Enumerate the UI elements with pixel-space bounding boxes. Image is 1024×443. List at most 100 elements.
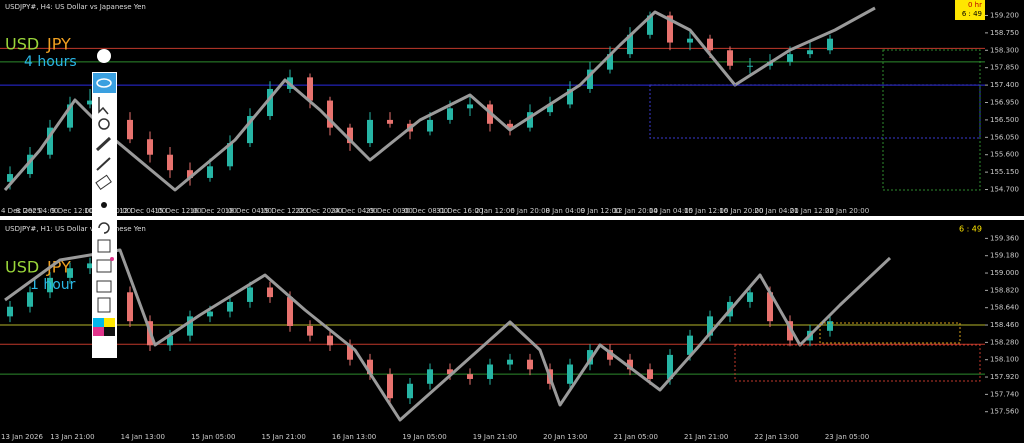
notes-button[interactable] <box>97 297 111 313</box>
candle-body <box>707 316 713 336</box>
drawing-toolbar[interactable] <box>92 49 117 358</box>
x-tick-label: 14 Jan 04:00 <box>649 207 693 215</box>
x-tick-label: 18 Dec 04:00 <box>225 207 272 215</box>
candle-body <box>87 100 93 105</box>
candle-body <box>687 335 693 355</box>
y-tick-label: 158.750 <box>990 29 1019 37</box>
candle-body <box>787 54 793 62</box>
marker-button[interactable] <box>95 174 112 190</box>
timer-clock: 6 : 49 <box>962 10 982 18</box>
pair-base: USD <box>5 35 39 54</box>
y-tick-label: 159.000 <box>990 269 1019 277</box>
basket-button[interactable] <box>96 259 112 273</box>
dashed-zone <box>734 344 981 382</box>
pencil-button[interactable] <box>95 136 112 152</box>
candle-body <box>687 38 693 43</box>
x-tick-label: 14 Jan 13:00 <box>121 433 165 441</box>
x-tick-label: 20 Jan 04:00 <box>754 207 798 215</box>
candle-body <box>407 383 413 399</box>
candle-body <box>507 359 513 365</box>
candle-body <box>827 38 833 51</box>
x-tick-label: 9 Dec 12:00 <box>51 207 94 215</box>
candle-body <box>567 364 573 384</box>
dashed-zone <box>819 322 961 344</box>
x-tick-label: 22 Jan 13:00 <box>754 433 798 441</box>
dot-button[interactable] <box>101 202 107 208</box>
delete-button[interactable] <box>97 239 111 253</box>
candle-body <box>747 292 753 302</box>
candle-body <box>187 316 193 336</box>
candle-body <box>227 143 233 167</box>
x-tick-label: 29 Dec 00:00 <box>366 207 413 215</box>
dashed-zone <box>649 84 981 139</box>
x-tick-label: 23 Jan 05:00 <box>825 433 869 441</box>
candle-body <box>447 108 453 120</box>
camera-button[interactable] <box>96 280 112 293</box>
candle-body <box>647 369 653 379</box>
x-tick-label: 12 Dec 04:00 <box>119 207 166 215</box>
candle-body <box>187 170 193 178</box>
candle-body <box>247 116 253 144</box>
x-tick-label: 30 Dec 08:00 <box>401 207 448 215</box>
color-magenta[interactable] <box>93 327 104 336</box>
candle-body <box>27 154 33 175</box>
cursor-button[interactable] <box>98 97 109 115</box>
candle-body <box>87 263 93 269</box>
timeframe: 1 hour <box>30 277 76 293</box>
drawn-zigzag <box>4 248 892 422</box>
y-tick-label: 158.820 <box>990 286 1019 294</box>
candle-body <box>207 311 213 317</box>
candle-body <box>227 301 233 312</box>
candle-body <box>167 335 173 346</box>
candle-body <box>567 88 573 105</box>
y-tick-label: 154.700 <box>990 186 1019 194</box>
x-tick-label: 15 Dec 12:00 <box>155 207 202 215</box>
candle-body <box>367 119 373 144</box>
candle-body <box>467 104 473 109</box>
undo-button[interactable] <box>98 222 110 234</box>
candle-body <box>287 297 293 326</box>
eye-button[interactable] <box>93 73 116 93</box>
pair-base: USD <box>5 258 39 277</box>
candle-body <box>347 127 353 144</box>
color-cyan[interactable] <box>93 318 104 327</box>
candle-body <box>547 104 553 113</box>
candle-body <box>727 50 733 66</box>
candle-body <box>487 364 493 379</box>
color-yellow[interactable] <box>104 318 115 327</box>
candle-body <box>827 321 833 331</box>
pen-button[interactable] <box>97 49 111 63</box>
y-tick-label: 158.460 <box>990 321 1019 329</box>
candle-body <box>387 374 393 399</box>
candle-body <box>207 166 213 178</box>
candle-body <box>247 287 253 302</box>
timer-hours: 0 hr <box>968 1 982 9</box>
x-tick-label: 12 Jan 20:00 <box>614 207 658 215</box>
y-tick-label: 158.640 <box>990 304 1019 312</box>
color-black[interactable] <box>104 327 115 336</box>
y-tick-label: 155.600 <box>990 151 1019 159</box>
line-button[interactable] <box>96 157 111 171</box>
candle-body <box>587 69 593 89</box>
candle-body <box>347 345 353 360</box>
y-tick-label: 158.280 <box>990 338 1019 346</box>
candle-body <box>307 77 313 101</box>
x-tick-label: 19 Jan 05:00 <box>402 433 446 441</box>
x-tick-label: 6 Jan 20:00 <box>510 207 550 215</box>
x-tick-label: 19 Dec 12:00 <box>260 207 307 215</box>
candle-body <box>27 292 33 307</box>
timer-box <box>955 0 985 20</box>
y-tick-label: 159.180 <box>990 252 1019 260</box>
candle-body <box>367 359 373 375</box>
x-tick-label: 20 Jan 13:00 <box>543 433 587 441</box>
y-tick-label: 157.850 <box>990 64 1019 72</box>
timer-clock: 6 : 49 <box>959 225 982 234</box>
panel-divider <box>0 216 1024 220</box>
erase-button[interactable] <box>98 118 110 130</box>
candle-body <box>507 123 513 128</box>
y-tick-label: 157.400 <box>990 81 1019 89</box>
x-tick-label: 13 Jan 21:00 <box>50 433 94 441</box>
candle-body <box>647 15 653 35</box>
